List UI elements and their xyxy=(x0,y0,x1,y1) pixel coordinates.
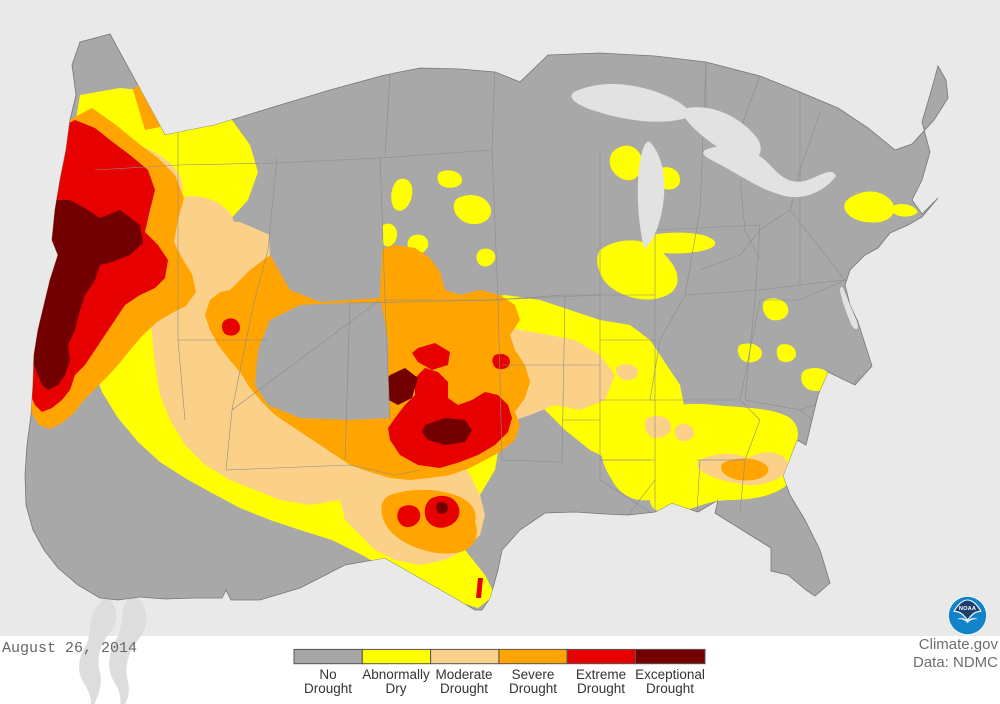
svg-text:Drought: Drought xyxy=(304,681,352,696)
svg-text:Drought: Drought xyxy=(646,681,694,696)
svg-text:Moderate: Moderate xyxy=(435,667,492,682)
svg-text:Dry: Dry xyxy=(386,681,407,696)
svg-text:Severe: Severe xyxy=(512,667,555,682)
svg-text:Drought: Drought xyxy=(577,681,625,696)
svg-text:Drought: Drought xyxy=(440,681,488,696)
svg-text:Exceptional: Exceptional xyxy=(635,667,705,682)
svg-text:Drought: Drought xyxy=(509,681,557,696)
svg-text:No: No xyxy=(319,667,336,682)
svg-text:Extreme: Extreme xyxy=(576,667,626,682)
svg-text:Abnormally: Abnormally xyxy=(362,667,430,682)
